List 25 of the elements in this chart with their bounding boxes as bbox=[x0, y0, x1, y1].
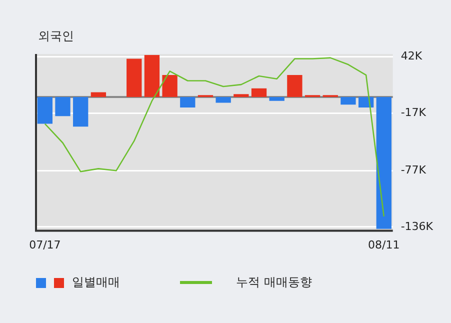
bar bbox=[358, 97, 374, 108]
bar bbox=[55, 97, 70, 116]
bar bbox=[251, 88, 267, 98]
bar bbox=[234, 94, 249, 98]
bar bbox=[144, 54, 160, 98]
y-tick-label: -77K bbox=[400, 163, 427, 176]
bar bbox=[37, 97, 53, 124]
bar bbox=[90, 92, 106, 98]
x-tick-label: 08/11 bbox=[368, 238, 400, 252]
y-tick-label: -136K bbox=[400, 220, 434, 233]
chart-title: 외국인 bbox=[38, 28, 74, 45]
x-tick-label: 07/17 bbox=[29, 238, 61, 252]
y-tick-label: 42K bbox=[400, 50, 423, 63]
bar bbox=[376, 97, 392, 229]
bar bbox=[180, 97, 196, 108]
bar bbox=[287, 75, 302, 98]
bar bbox=[162, 75, 178, 98]
bar bbox=[340, 97, 356, 105]
bar bbox=[126, 58, 142, 98]
bar bbox=[216, 97, 231, 103]
legend-label: 일별매매 bbox=[72, 274, 120, 291]
legend-label: 누적 매매동향 bbox=[236, 274, 312, 291]
bar bbox=[269, 97, 284, 101]
bar bbox=[73, 97, 88, 127]
y-tick-label: -17K bbox=[400, 106, 427, 120]
